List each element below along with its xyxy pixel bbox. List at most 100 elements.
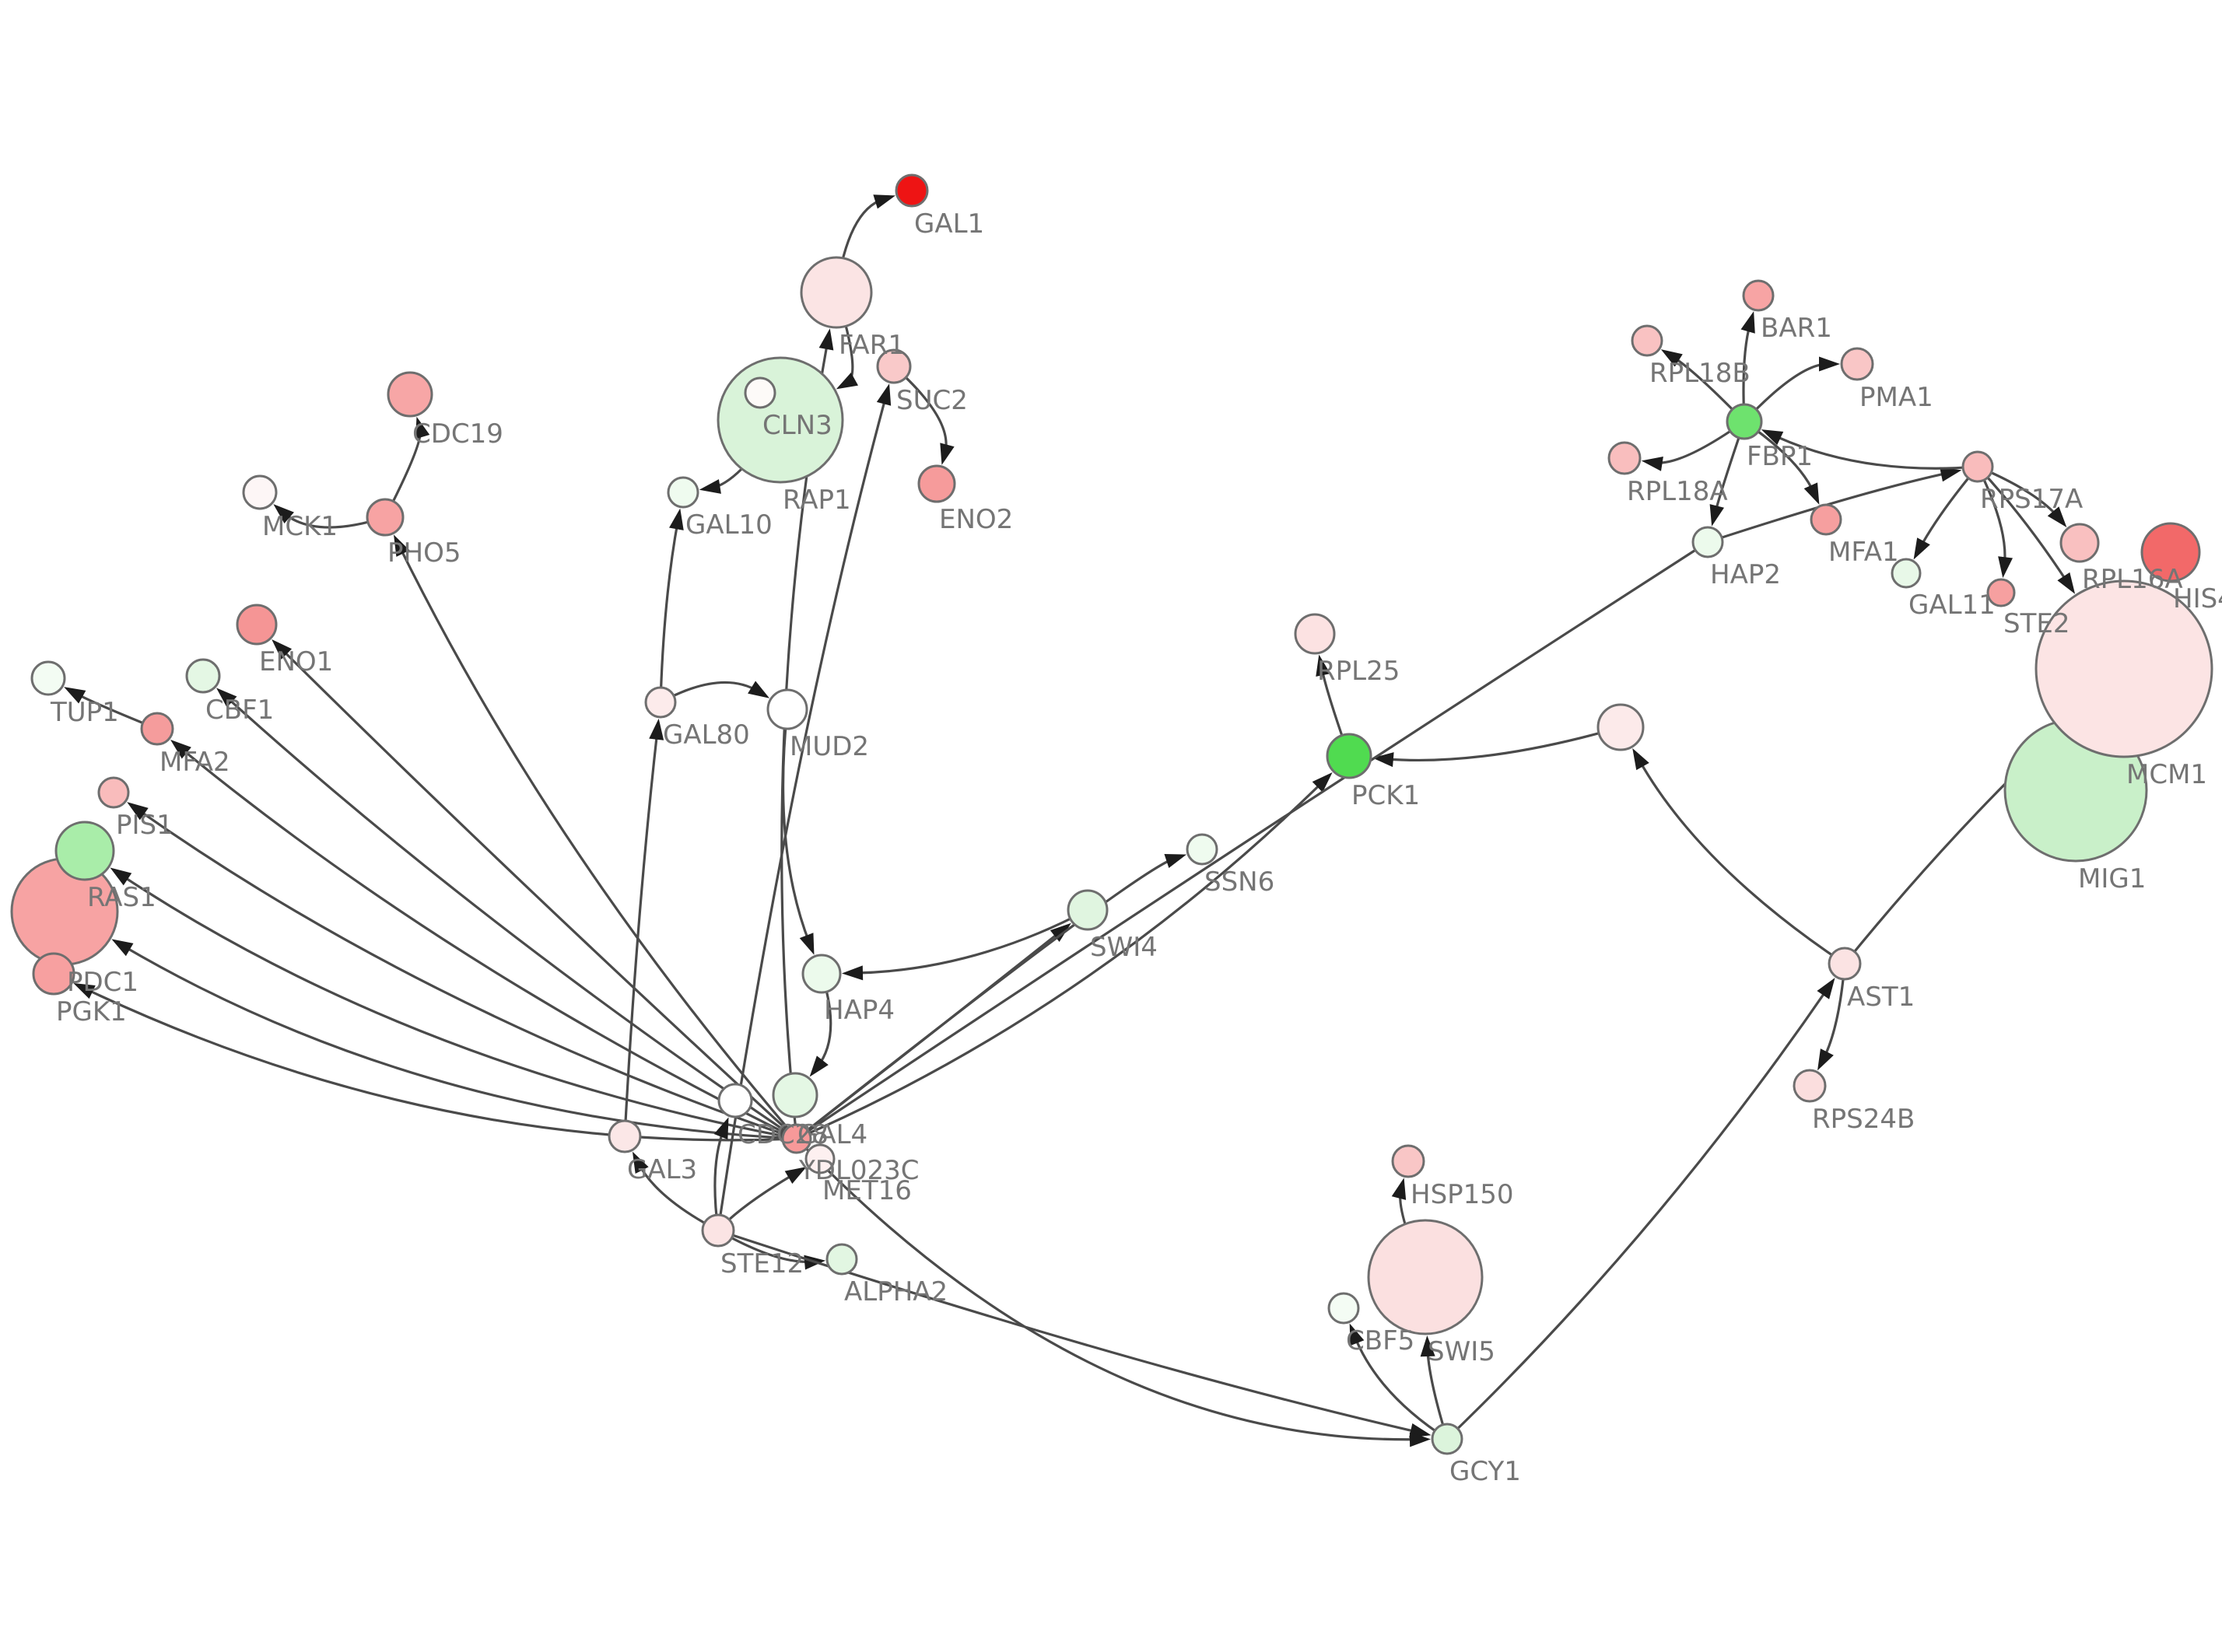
edge-YDL023C-PIS1[interactable]: [127, 802, 797, 1140]
node-gal10[interactable]: [667, 476, 699, 509]
edge-YDL023C-PCK1[interactable]: [796, 772, 1333, 1140]
arrowhead-GAL3-GAL80: [649, 718, 664, 740]
edge-GCY1-AST1[interactable]: [1446, 978, 1835, 1440]
node-pis1[interactable]: [97, 776, 130, 809]
edge-RPS17A-MCM1[interactable]: [1976, 465, 2076, 594]
edge-YDL023C-GCY1[interactable]: [795, 1137, 1432, 1447]
label-tup1: TUP1: [50, 697, 119, 728]
node-node1[interactable]: [1596, 703, 1645, 751]
edge-YDL023C-ENO1[interactable]: [272, 639, 798, 1140]
edge-SWI4-HAP4[interactable]: [841, 908, 1088, 981]
node-eno2[interactable]: [917, 464, 956, 503]
node-rpl25[interactable]: [1294, 613, 1336, 655]
node-mud2[interactable]: [766, 688, 808, 730]
arrowhead-PHO5-CDC19: [415, 416, 430, 439]
edge-MUD2-HAP4[interactable]: [781, 709, 815, 955]
label-cbf5: CBF5: [1346, 1325, 1414, 1356]
node-gal3[interactable]: [608, 1119, 642, 1153]
edge-STE12-GCY1[interactable]: [717, 1229, 1432, 1438]
node-rpl16a[interactable]: [2059, 523, 2100, 563]
edge-YDL023C-CBF1[interactable]: [216, 688, 797, 1140]
node-cln3[interactable]: [744, 376, 776, 409]
node-gal4[interactable]: [772, 1072, 818, 1118]
edge-RPS17A-FBP1[interactable]: [1761, 429, 1978, 470]
label-eno1: ENO1: [259, 646, 333, 677]
node-bar1[interactable]: [1742, 279, 1775, 312]
arrowhead-FBP1-RPL18A: [1641, 457, 1663, 471]
label-cln3: CLN3: [762, 410, 832, 441]
node-swi4[interactable]: [1067, 889, 1109, 931]
edge-YDL023C-PDC1[interactable]: [111, 939, 797, 1140]
label-hsp150: HSP150: [1411, 1179, 1514, 1210]
node-cbf1[interactable]: [185, 658, 221, 694]
node-eno1[interactable]: [236, 604, 278, 646]
arrowhead-YDL023C-PGK1: [73, 983, 96, 999]
edge-NODE1-PCK1[interactable]: [1372, 726, 1621, 768]
node-ras1[interactable]: [54, 821, 115, 881]
edge-YDL023C-SSN6[interactable]: [796, 853, 1187, 1140]
edge-GAL80-MUD2[interactable]: [660, 681, 770, 704]
arrowhead-FBP1-HAP2: [1709, 504, 1725, 527]
label-rpl25: RPL25: [1317, 656, 1400, 687]
arrowhead-RPS17A-MCM1: [2057, 572, 2076, 594]
node-pma1[interactable]: [1840, 347, 1874, 381]
node-hsp150[interactable]: [1391, 1144, 1425, 1178]
node-pck1[interactable]: [1326, 733, 1372, 779]
label-mck1: MCK1: [262, 511, 338, 542]
arrowhead-YDL023C-FAR1: [818, 328, 834, 351]
arrowhead-YDL023C-MFA2: [170, 739, 191, 759]
edge-YDL023C-PHO5[interactable]: [394, 534, 798, 1140]
node-mcm1[interactable]: [2034, 579, 2213, 758]
node-ydl023c[interactable]: [781, 1123, 812, 1154]
node-ste2[interactable]: [1986, 578, 2016, 607]
label-his4: HIS4: [2173, 583, 2222, 614]
node-cdc19[interactable]: [387, 371, 433, 418]
node-gal80[interactable]: [644, 686, 677, 719]
edge-YDL023C-PGK1[interactable]: [73, 983, 797, 1142]
node-hap4[interactable]: [801, 954, 842, 994]
node-mck1[interactable]: [242, 474, 278, 510]
edge-GCY1-CBF5[interactable]: [1349, 1323, 1448, 1440]
node-fbp1[interactable]: [1726, 403, 1763, 440]
node-far1[interactable]: [800, 256, 873, 329]
arrowhead-AST1-RPS24B: [1817, 1048, 1834, 1071]
edge-GAL80-GAL10[interactable]: [659, 508, 684, 703]
label-gal10: GAL10: [685, 509, 773, 541]
node-pho5[interactable]: [366, 498, 405, 537]
arrowhead-YDL023C-RAS1: [110, 867, 132, 886]
node-met16[interactable]: [804, 1143, 836, 1174]
arrowhead-SWI5-HSP150: [1391, 1178, 1407, 1200]
node-alpha2[interactable]: [825, 1243, 858, 1276]
node-hap2[interactable]: [1691, 526, 1724, 558]
label-cbf1: CBF1: [205, 695, 274, 726]
node-ste12[interactable]: [701, 1213, 735, 1248]
node-his4[interactable]: [2140, 522, 2201, 583]
node-gcy1[interactable]: [1431, 1423, 1463, 1455]
node-suc2[interactable]: [876, 348, 912, 384]
node-rpl18a[interactable]: [1607, 441, 1642, 475]
edge-YDL023C-RPS17A[interactable]: [796, 467, 1962, 1140]
node-gal1[interactable]: [895, 173, 929, 208]
node-rps24b[interactable]: [1793, 1069, 1827, 1103]
edge-RPS17A-GAL11[interactable]: [1913, 465, 1979, 560]
node-ssn6[interactable]: [1186, 833, 1218, 866]
node-cdc28[interactable]: [717, 1083, 753, 1118]
edge-AST1-NODE1[interactable]: [1632, 747, 1845, 965]
node-swi5[interactable]: [1367, 1219, 1484, 1335]
node-mfa2[interactable]: [140, 712, 174, 746]
node-rps17a[interactable]: [1961, 450, 1994, 483]
label-hap2: HAP2: [1710, 559, 1781, 590]
edge-YDL023C-RAS1[interactable]: [110, 867, 797, 1140]
edge-YDL023C-MFA2[interactable]: [170, 739, 797, 1140]
node-mfa1[interactable]: [1810, 503, 1842, 536]
node-gal11[interactable]: [1891, 558, 1922, 589]
node-pgk1[interactable]: [32, 952, 75, 996]
node-tup1[interactable]: [30, 660, 66, 696]
edge-GAL3-GAL80[interactable]: [623, 718, 664, 1137]
arrowhead-HAP4-GAL4: [809, 1055, 829, 1077]
node-rpl18b[interactable]: [1631, 324, 1663, 357]
node-ast1[interactable]: [1828, 947, 1862, 981]
node-cbf5[interactable]: [1327, 1292, 1360, 1325]
arrowhead-STE12-SUC2: [876, 383, 892, 406]
